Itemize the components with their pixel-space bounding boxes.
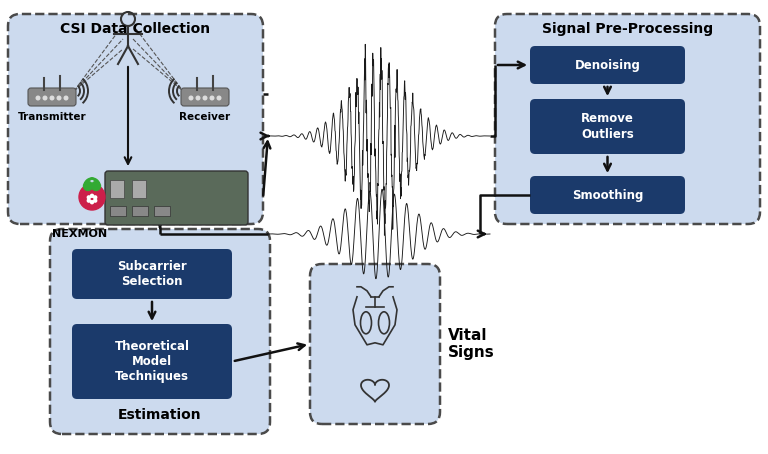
Circle shape	[50, 96, 54, 100]
Text: Transmitter: Transmitter	[18, 112, 86, 122]
FancyBboxPatch shape	[50, 229, 270, 434]
FancyBboxPatch shape	[530, 46, 685, 84]
Circle shape	[94, 199, 97, 202]
Circle shape	[91, 194, 94, 197]
FancyBboxPatch shape	[28, 88, 76, 106]
Text: Signal Pre-Processing: Signal Pre-Processing	[542, 22, 713, 36]
Circle shape	[84, 182, 92, 191]
Circle shape	[91, 182, 101, 191]
FancyBboxPatch shape	[72, 249, 232, 299]
Circle shape	[210, 96, 214, 100]
Text: Smoothing: Smoothing	[572, 188, 643, 202]
Text: Subcarrier
Selection: Subcarrier Selection	[118, 260, 187, 288]
FancyBboxPatch shape	[530, 99, 685, 154]
Polygon shape	[91, 178, 100, 183]
Circle shape	[204, 96, 207, 100]
Circle shape	[43, 96, 47, 100]
Text: Denoising: Denoising	[574, 59, 641, 71]
Bar	[132, 180, 146, 198]
FancyBboxPatch shape	[310, 264, 440, 424]
FancyBboxPatch shape	[72, 324, 232, 399]
Text: Receiver: Receiver	[180, 112, 230, 122]
Circle shape	[79, 184, 105, 210]
Circle shape	[65, 96, 68, 100]
FancyBboxPatch shape	[495, 14, 760, 224]
Text: Remove
Outliers: Remove Outliers	[581, 113, 634, 140]
Circle shape	[57, 96, 61, 100]
Text: NEXMON: NEXMON	[52, 229, 108, 239]
Text: CSI Data Collection: CSI Data Collection	[61, 22, 210, 36]
FancyBboxPatch shape	[530, 176, 685, 214]
Circle shape	[88, 199, 91, 202]
Polygon shape	[84, 178, 94, 183]
Bar	[154, 206, 170, 216]
FancyBboxPatch shape	[105, 171, 248, 225]
Text: Vital
Signs: Vital Signs	[448, 328, 495, 360]
Text: Theoretical
Model
Techniques: Theoretical Model Techniques	[114, 340, 190, 383]
FancyBboxPatch shape	[8, 14, 263, 224]
Circle shape	[91, 201, 94, 204]
Bar	[110, 206, 126, 216]
Bar	[132, 206, 148, 216]
Circle shape	[94, 196, 97, 199]
Circle shape	[189, 96, 193, 100]
Bar	[110, 180, 124, 198]
Circle shape	[196, 96, 200, 100]
Circle shape	[36, 96, 40, 100]
Circle shape	[217, 96, 221, 100]
Text: Estimation: Estimation	[118, 408, 202, 422]
Circle shape	[88, 196, 91, 199]
FancyBboxPatch shape	[181, 88, 229, 106]
